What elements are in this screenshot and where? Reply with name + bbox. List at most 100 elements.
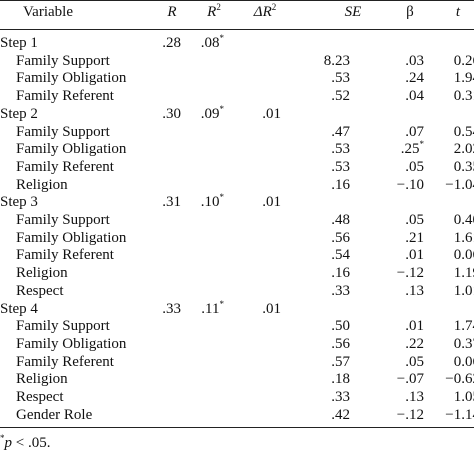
variable-name: Family Referent (16, 247, 114, 264)
r-value: .31 (162, 194, 181, 211)
r2-value-text: .11 (201, 300, 220, 317)
r2-value-text: .08 (200, 35, 220, 51)
column-header-text: t (455, 4, 461, 20)
beta-value: .05 (405, 158, 424, 175)
se-value: .53 (331, 158, 350, 175)
variable-name: Family Referent (16, 353, 114, 370)
beta-value: .04 (405, 88, 424, 105)
se-value: .56 (331, 335, 350, 352)
t-value: 0.31 (453, 88, 474, 105)
column-header-sup: 2 (271, 2, 277, 12)
t-value: 1.61 (453, 229, 474, 246)
step-label: Step 4 (0, 300, 38, 317)
se-value: .16 (331, 176, 350, 193)
r2-value-text: .10 (200, 194, 220, 211)
variable-name: Gender Role (16, 406, 93, 423)
column-header: R (167, 3, 176, 21)
se-value: .16 (331, 265, 350, 282)
step-label: Step 1 (0, 35, 38, 51)
delta-r2-value: .01 (262, 300, 281, 317)
t-value: 0.06 (453, 353, 474, 370)
t-value: 0.35 (453, 158, 474, 175)
column-header: ΔR2 (254, 3, 276, 21)
r2-value-sup: * (219, 192, 225, 203)
se-value: .18 (331, 371, 350, 388)
se-value: .57 (331, 353, 350, 370)
beta-value: .07 (405, 123, 424, 140)
r2-value: .08* (201, 34, 224, 52)
t-value: 1.01 (453, 282, 474, 299)
column-header: t (456, 3, 460, 21)
top-rule (0, 0, 474, 1)
footnote-rest: < .05. (12, 435, 51, 451)
column-header-text: R (167, 4, 177, 20)
r2-value-sup: * (219, 33, 225, 43)
se-value: .33 (331, 282, 350, 299)
beta-value: −.12 (396, 265, 424, 282)
variable-name: Respect (16, 282, 64, 299)
footnote-p: p (4, 435, 13, 451)
se-value: .33 (331, 389, 350, 405)
column-header-text: β (406, 4, 414, 20)
column-header-text: SE (344, 4, 362, 20)
variable-name: Family Support (16, 52, 110, 69)
beta-value: .03 (405, 52, 424, 69)
t-value: −1.14 (445, 406, 474, 423)
variable-name: Religion (16, 265, 68, 282)
variable-name: Family Support (16, 212, 110, 228)
step-label: Step 3 (0, 194, 38, 211)
column-header-sup: 2 (216, 2, 221, 12)
step-label: Step 2 (0, 105, 38, 122)
variable-name: Family Support (16, 318, 110, 335)
r-value: .28 (162, 35, 181, 51)
se-value: .47 (331, 123, 350, 140)
variable-name: Respect (16, 389, 64, 405)
variable-name: Family Referent (16, 158, 114, 175)
r2-value: .09* (201, 103, 225, 123)
footnote-sup: * (0, 433, 5, 443)
column-header: R2 (207, 3, 221, 21)
beta-value: .01 (405, 318, 424, 335)
column-header: SE (345, 3, 362, 21)
se-value: .53 (331, 141, 350, 158)
se-value: .50 (331, 318, 350, 335)
se-value: 8.23 (323, 52, 350, 69)
bottom-rule (0, 427, 474, 428)
r2-value-sup: * (219, 103, 225, 114)
t-value: 0.26 (453, 52, 474, 69)
r2-value: .10* (201, 193, 224, 211)
t-value: 1.74 (453, 318, 474, 335)
t-value: 1.94 (453, 70, 474, 87)
t-value: 1.19 (453, 265, 474, 282)
beta-value-sup: * (419, 139, 425, 150)
beta-value: .22 (405, 335, 424, 352)
variable-name: Family Referent (16, 88, 114, 105)
t-value: 0.54 (453, 123, 474, 140)
column-header-text: Variable (23, 4, 73, 20)
beta-value: .13 (405, 389, 424, 405)
column-header: Variable (23, 3, 73, 21)
variable-name: Religion (16, 371, 68, 388)
beta-value: .01 (405, 247, 424, 264)
beta-value: .25* (401, 140, 424, 158)
beta-value: .13 (405, 282, 424, 299)
r2-value: .11* (201, 299, 224, 318)
delta-r2-value: .01 (262, 105, 281, 122)
beta-value-text: .25 (400, 141, 420, 158)
beta-value: .21 (405, 229, 424, 246)
column-header-text: R (207, 4, 217, 20)
se-value: .53 (331, 70, 350, 87)
se-value: .48 (331, 212, 350, 228)
r-value: .30 (162, 105, 181, 122)
variable-name: Family Obligation (16, 229, 127, 246)
t-value: 1.05 (453, 389, 474, 405)
se-value: .42 (331, 406, 350, 423)
column-header: β (406, 3, 414, 21)
se-value: .56 (331, 229, 350, 246)
t-value: 2.02 (453, 141, 474, 158)
se-value: .54 (331, 247, 350, 264)
beta-value: .05 (405, 212, 424, 228)
beta-value: −.12 (396, 406, 424, 423)
beta-value: .05 (405, 353, 424, 370)
